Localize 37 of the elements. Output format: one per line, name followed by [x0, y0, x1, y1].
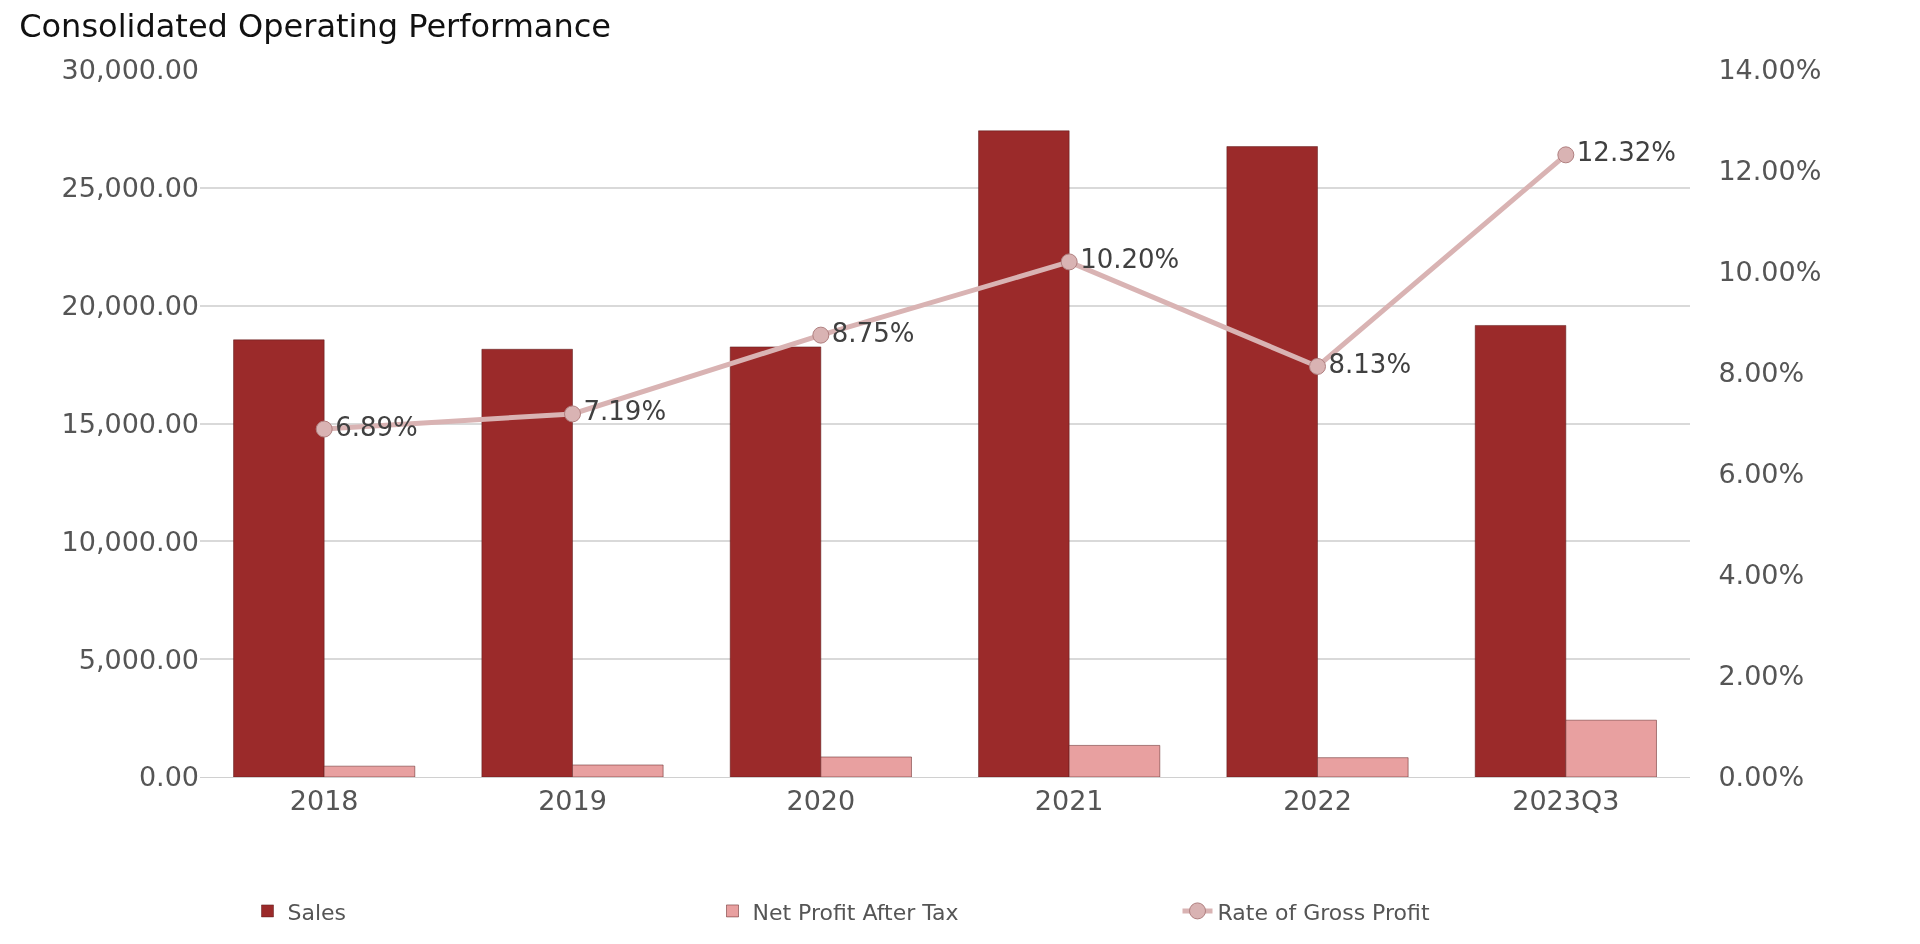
data-label: 7.19% [583, 396, 667, 427]
y-tick-label: 5,000.00 [78, 643, 199, 675]
y2-tick-label: 4.00% [1718, 559, 1805, 591]
y-tick-label: 30,000.00 [61, 54, 199, 86]
chart-title: Consolidated Operating Performance [19, 6, 612, 45]
y2-tick-label: 14.00% [1718, 54, 1822, 86]
x-tick-label: 2019 [538, 785, 607, 817]
legend-label: Net Profit After Tax [752, 899, 959, 925]
legend-label: Sales [287, 899, 347, 925]
y2-tick-label: 8.00% [1718, 357, 1805, 389]
y2-tick-label: 10.00% [1718, 256, 1822, 288]
y-tick-label: 15,000.00 [61, 407, 199, 439]
y-tick-label: 10,000.00 [61, 525, 199, 557]
y2-tick-label: 6.00% [1718, 458, 1805, 490]
y-tick-label: 25,000.00 [61, 172, 199, 204]
y2-tick-label: 0.00% [1718, 761, 1805, 793]
x-tick-label: 2023Q3 [1512, 785, 1620, 817]
y-tick-label: 20,000.00 [61, 290, 199, 322]
x-tick-label: 2021 [1034, 785, 1104, 817]
y-tick-label: 0.00 [138, 761, 199, 793]
point [1060, 253, 1078, 271]
point [315, 420, 333, 438]
data-label: 8.13% [1328, 348, 1412, 379]
legend-label: Rate of Gross Profit [1217, 899, 1430, 925]
x-tick-label: 2020 [786, 785, 856, 817]
point [1557, 146, 1575, 164]
point [564, 405, 581, 423]
data-label: 10.20% [1080, 244, 1180, 275]
point [1309, 357, 1326, 375]
data-label: 6.89% [335, 411, 418, 442]
data-label: 8.75% [831, 317, 915, 348]
y2-tick-label: 12.00% [1718, 155, 1822, 187]
data-label: 12.32% [1576, 137, 1676, 168]
x-tick-label: 2018 [289, 785, 359, 817]
point [812, 326, 830, 344]
x-tick-label: 2022 [1283, 785, 1352, 817]
y2-tick-label: 2.00% [1718, 660, 1805, 692]
